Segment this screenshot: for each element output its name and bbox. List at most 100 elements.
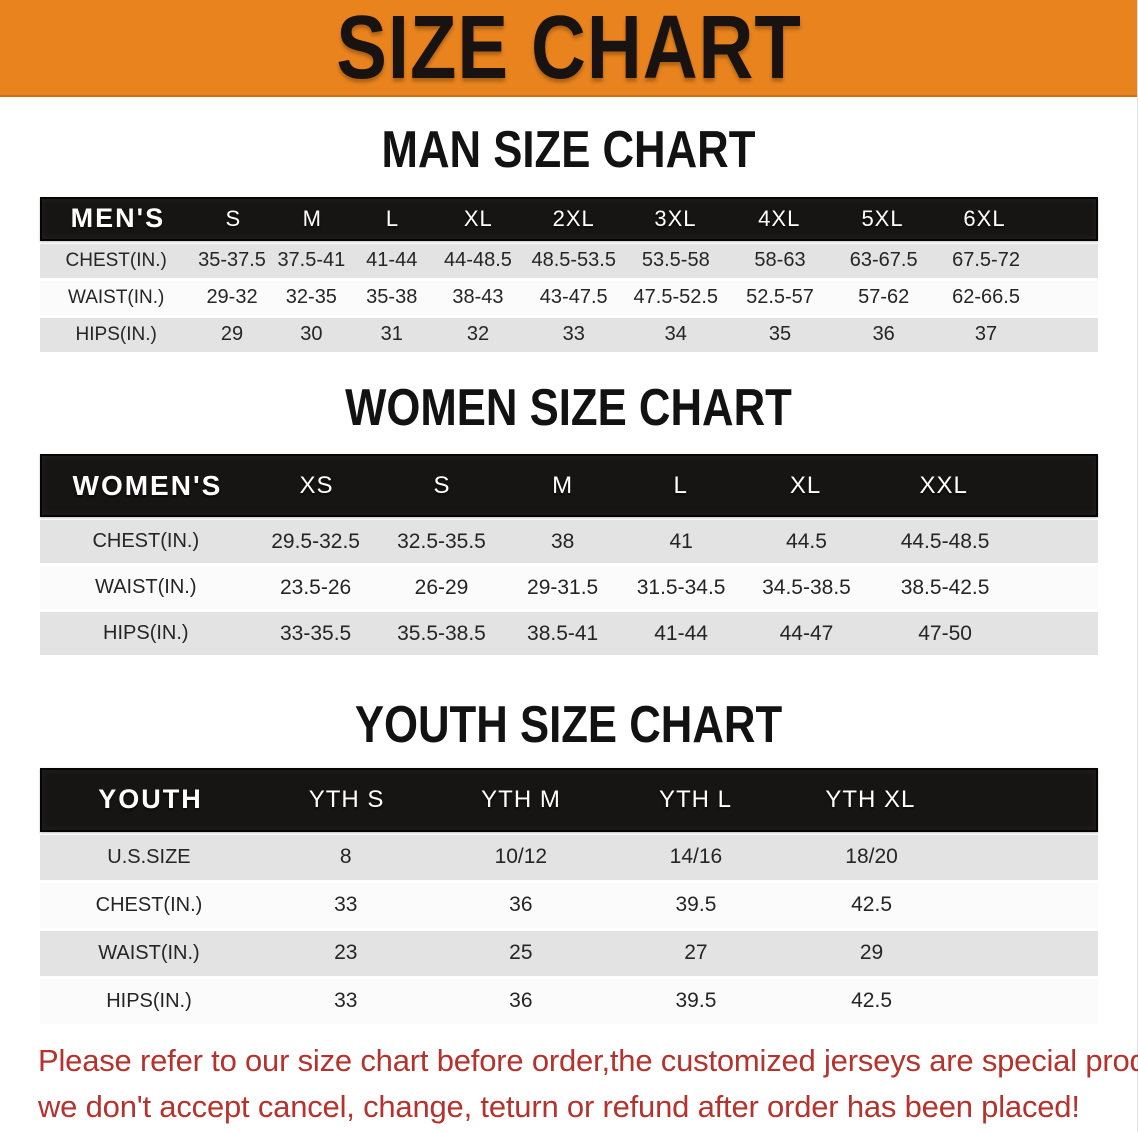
- women-header-cell-l: L: [673, 471, 688, 499]
- men-header-cell-m: M: [302, 205, 322, 231]
- youth-row-waist-in: WAIST(IN.) 23 25 27 29: [40, 930, 1098, 976]
- women-row-chest-in: CHEST(IN.) 29.5-32.5 32.5-35.5 38 41 44.5 44.5…: [40, 520, 1098, 564]
- women-table-header-row: WOMEN'S XS S M L XL XXL: [40, 454, 1098, 518]
- table-cell: 44.5-48.5: [900, 529, 990, 553]
- table-cell: 37: [974, 323, 998, 346]
- row-label: WAIST(IN.): [95, 576, 197, 599]
- table-cell: 41-44: [654, 621, 708, 645]
- women-size-table: WOMEN'S XS S M L XL XXL CHEST(IN.) 29.5-32.5 32.5…: [40, 454, 1098, 656]
- row-label: HIPS(IN.): [75, 323, 157, 345]
- table-cell: 29.5-32.5: [271, 529, 360, 553]
- women-header-cell-xl: XL: [789, 471, 822, 499]
- men-table-header-row: MEN'S S M L XL 2XL 3XL 4XL 5XL 6XL: [40, 196, 1098, 241]
- table-cell: 31.5-34.5: [636, 575, 726, 599]
- table-cell: 32-35: [285, 286, 337, 309]
- men-row-hips-in: HIPS(IN.) 29 30 31 32 33 34 35 36 37: [40, 317, 1098, 352]
- youth-header-cell-yth-xl: YTH XL: [825, 785, 916, 813]
- table-cell: 47-50: [918, 621, 972, 645]
- men-header-cell-s: S: [225, 205, 242, 231]
- table-cell: 35-38: [366, 286, 418, 309]
- women-header-cell-m: M: [552, 471, 574, 499]
- table-cell: 29-31.5: [527, 575, 599, 599]
- table-cell: 38: [550, 529, 575, 553]
- women-header-cell-xs: XS: [299, 471, 334, 499]
- row-label: CHEST(IN.): [65, 249, 167, 271]
- table-cell: 33: [562, 323, 585, 346]
- row-label: WAIST(IN.): [98, 941, 200, 964]
- table-cell: 53.5-58: [641, 249, 710, 272]
- table-cell: 33: [334, 989, 358, 1013]
- youth-header-cell-yth-m: YTH M: [481, 785, 561, 813]
- table-cell: 27: [684, 941, 708, 965]
- table-cell: 57-62: [858, 286, 910, 309]
- men-size-table: MEN'S S M L XL 2XL 3XL 4XL 5XL 6XL CHEST(IN.) 35-37…: [40, 196, 1098, 352]
- table-cell: 23.5-26: [279, 575, 352, 599]
- table-cell: 29-32: [206, 286, 258, 309]
- row-label: HIPS(IN.): [103, 622, 189, 645]
- men-header-cell-5xl: 5XL: [861, 205, 904, 231]
- row-label: CHEST(IN.): [92, 530, 200, 553]
- men-header-cell-3xl: 3XL: [654, 205, 697, 231]
- men-row-chest-in: CHEST(IN.) 35-37.5 37.5-41 41-44 44-48.5 48.5…: [40, 243, 1098, 278]
- disclaimer: Please refer to our size chart before or…: [38, 1038, 1138, 1130]
- table-cell: 34.5-38.5: [762, 575, 851, 599]
- youth-header-cell-yth-l: YTH L: [658, 785, 732, 813]
- table-cell: 39.5: [675, 893, 717, 917]
- youth-header-cell-yth-s: YTH S: [308, 785, 385, 813]
- women-section-heading: WOMEN SIZE CHART: [345, 377, 792, 436]
- page-title: SIZE CHART: [335, 0, 802, 97]
- banner: SIZE CHART: [0, 0, 1137, 97]
- table-cell: 23: [334, 941, 358, 965]
- table-cell: 35-37.5: [198, 249, 266, 272]
- women-table-corner-label: WOMEN'S: [72, 469, 223, 501]
- table-cell: 63-67.5: [849, 249, 918, 272]
- table-cell: 33-35.5: [279, 621, 352, 645]
- men-header-cell-6xl: 6XL: [963, 205, 1006, 231]
- table-cell: 48.5-53.5: [531, 249, 616, 272]
- table-cell: 32.5-35.5: [397, 529, 486, 553]
- table-cell: 31: [380, 323, 403, 346]
- youth-section: YOUTH SIZE CHART YOUTH YTH S YTH M YTH L YTH…: [0, 695, 1137, 1024]
- women-header-cell-xxl: XXL: [919, 471, 968, 499]
- row-label: HIPS(IN.): [106, 989, 192, 1012]
- table-cell: 39.5: [675, 989, 717, 1013]
- table-cell: 44-48.5: [444, 249, 512, 272]
- table-cell: 41-44: [366, 249, 418, 272]
- men-header-cell-4xl: 4XL: [758, 205, 801, 231]
- table-cell: 36: [509, 893, 533, 917]
- row-label: WAIST(IN.): [67, 286, 165, 308]
- table-cell: 42.5: [851, 893, 892, 917]
- men-section-heading: MAN SIZE CHART: [381, 119, 756, 179]
- men-table-corner-label: MEN'S: [70, 203, 166, 234]
- men-header-cell-2xl: 2XL: [552, 205, 595, 231]
- table-cell: 62-66.5: [952, 286, 1020, 309]
- table-cell: 44-47: [779, 621, 834, 645]
- men-section: MAN SIZE CHART MEN'S S M L XL 2XL 3XL 4XL 5XL 6XL…: [0, 119, 1137, 352]
- table-cell: 33: [334, 893, 358, 917]
- table-cell: 32: [466, 323, 490, 346]
- table-cell: 8: [339, 845, 352, 869]
- women-row-hips-in: HIPS(IN.) 33-35.5 35.5-38.5 38.5-41 41-44 44-…: [40, 612, 1098, 656]
- table-cell: 38-43: [452, 286, 504, 309]
- men-row-waist-in: WAIST(IN.) 29-32 32-35 35-38 38-43 43-47.5 47.…: [40, 280, 1098, 315]
- table-cell: 36: [509, 989, 533, 1013]
- table-cell: 30: [300, 323, 323, 346]
- disclaimer-line-1: Please refer to our size chart before or…: [38, 1042, 1138, 1078]
- table-cell: 47.5-52.5: [633, 286, 719, 309]
- table-cell: 26-29: [414, 575, 469, 599]
- table-cell: 35: [768, 323, 792, 346]
- women-section: WOMEN SIZE CHART WOMEN'S XS S M L XL XXL CHEST(…: [0, 377, 1137, 656]
- table-cell: 52.5-57: [746, 286, 814, 309]
- youth-row-hips-in: HIPS(IN.) 33 36 39.5 42.5: [40, 978, 1098, 1024]
- table-cell: 35.5-38.5: [397, 621, 486, 645]
- youth-section-heading: YOUTH SIZE CHART: [354, 695, 783, 754]
- table-cell: 36: [872, 323, 895, 346]
- table-cell: 41: [669, 529, 693, 553]
- disclaimer-line-2: we don't accept cancel, change, teturn o…: [38, 1088, 1080, 1124]
- table-cell: 25: [509, 941, 533, 965]
- table-cell: 44.5: [786, 529, 827, 553]
- table-cell: 43-47.5: [539, 286, 608, 309]
- table-cell: 42.5: [851, 989, 892, 1013]
- table-cell: 34: [664, 323, 687, 346]
